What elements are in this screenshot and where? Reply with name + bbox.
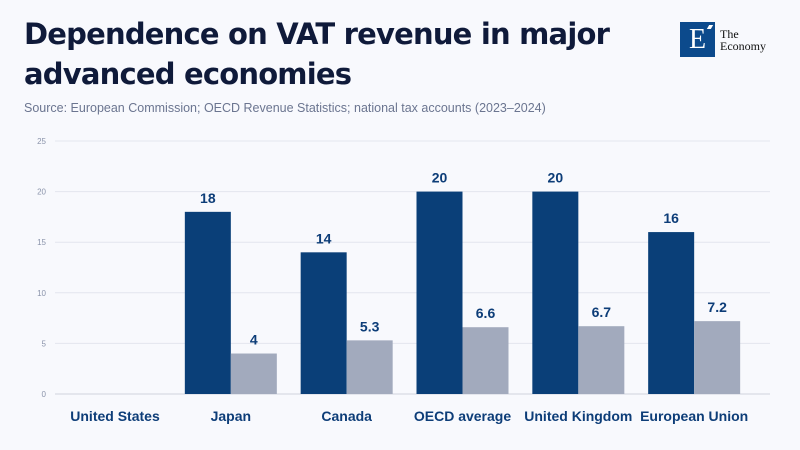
logo-line-1: The <box>720 26 739 41</box>
bar <box>694 321 741 394</box>
y-tick-label: 25 <box>37 137 46 146</box>
x-tick-label: Canada <box>321 408 372 424</box>
data-label: 6.7 <box>592 304 612 320</box>
logo-e-icon: E <box>680 22 715 57</box>
data-label: 14 <box>316 230 332 246</box>
bar <box>578 326 625 394</box>
data-label: 4 <box>250 332 258 348</box>
y-axis-ticks: 0 5 10 15 20 25 <box>37 137 46 399</box>
y-tick-label: 5 <box>42 339 47 348</box>
x-axis-labels: United States Japan Canada OECD average Unit… <box>70 408 748 424</box>
x-tick-label: United Kingdom <box>524 408 632 424</box>
data-label: 6.6 <box>476 305 496 321</box>
bar <box>416 191 463 394</box>
x-tick-label: Japan <box>211 408 251 424</box>
y-tick-label: 15 <box>37 238 46 247</box>
logo-line-2: Economy <box>720 38 766 53</box>
data-label: 20 <box>548 170 564 186</box>
data-label: 5.3 <box>360 318 380 334</box>
logo-mark: E <box>688 23 707 55</box>
data-label: 18 <box>200 190 216 206</box>
data-label: 16 <box>663 210 679 226</box>
chart-title: Dependence on VAT revenue in major advan… <box>24 17 610 91</box>
brand-logo[interactable]: E The Economy <box>680 22 766 57</box>
data-label: 20 <box>432 170 448 186</box>
bar <box>532 191 579 394</box>
x-tick-label: United States <box>70 408 160 424</box>
y-tick-label: 0 <box>42 390 47 399</box>
x-tick-label: OECD average <box>414 408 511 424</box>
bar <box>346 340 393 394</box>
bar <box>230 353 277 394</box>
bar <box>648 232 695 394</box>
x-tick-label: European Union <box>640 408 748 424</box>
bar <box>300 252 347 394</box>
bar <box>184 211 231 394</box>
logo-text: The Economy <box>720 28 766 52</box>
bars <box>184 191 741 394</box>
y-tick-label: 20 <box>37 188 46 197</box>
value-labels: 18 4 14 5.3 20 6.6 20 6.7 16 7.2 <box>200 170 727 348</box>
data-label: 7.2 <box>707 299 727 315</box>
chart-source: Source: European Commission; OECD Revenu… <box>24 101 546 115</box>
y-tick-label: 10 <box>37 289 46 298</box>
bar <box>462 327 509 394</box>
